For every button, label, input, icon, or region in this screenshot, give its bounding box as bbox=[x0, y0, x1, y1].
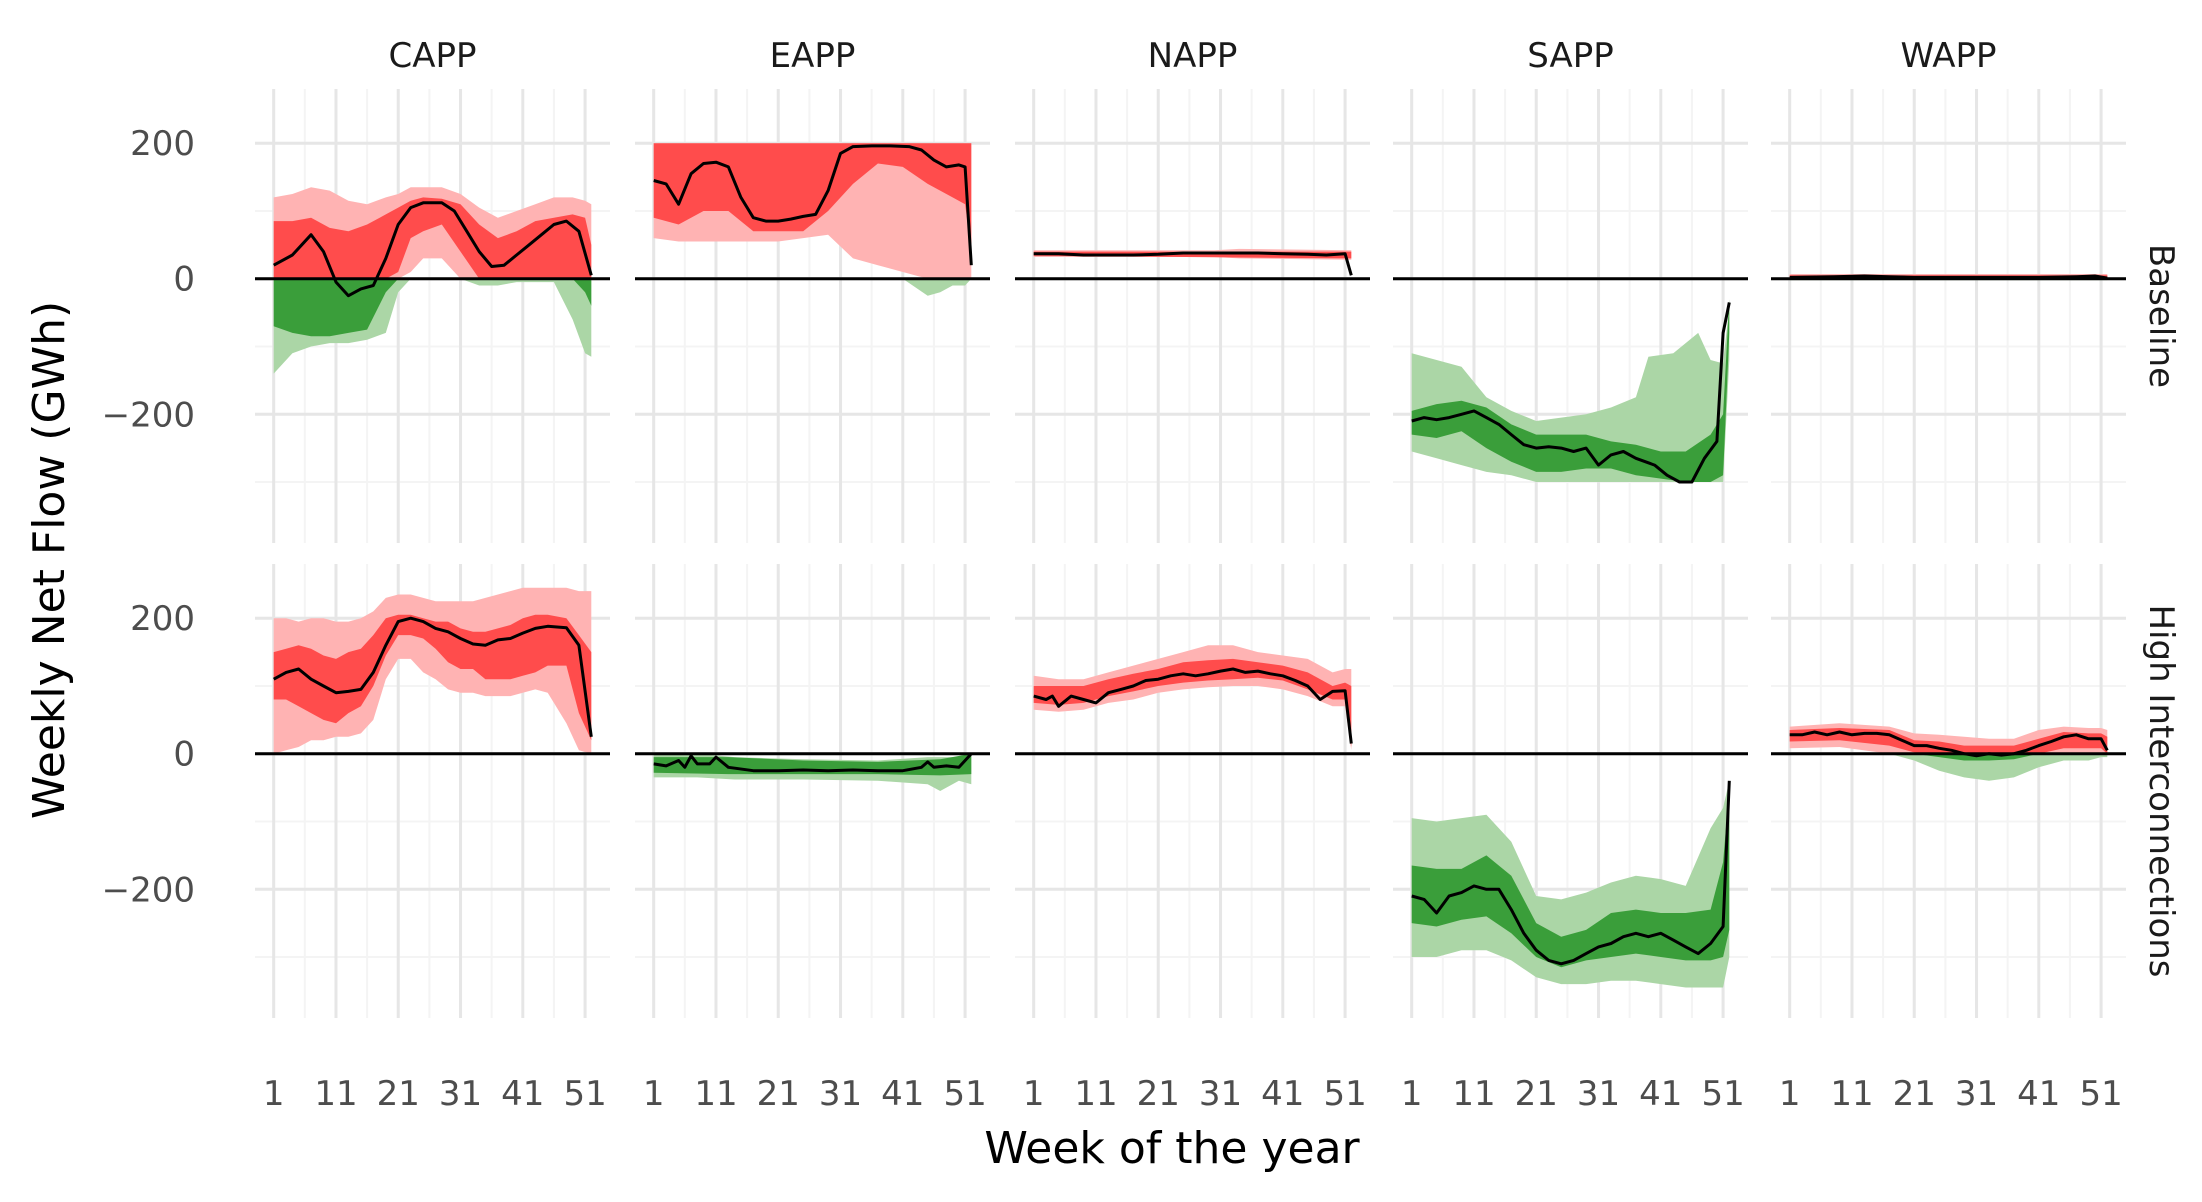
panel-capp-high-interconnections bbox=[255, 564, 610, 1018]
x-tick-label: 11 bbox=[1830, 1074, 1873, 1114]
y-tick-label: 200 bbox=[130, 599, 195, 639]
panel-wapp-high-interconnections bbox=[1771, 564, 2126, 1018]
x-tick-label: 31 bbox=[819, 1074, 862, 1114]
median-line bbox=[653, 144, 973, 266]
tick-labels-layer: 1 11 21 31 41 51 1 11 21 31 41 51 1 11 21 31 41 51 1 11 21 31… bbox=[102, 124, 2123, 1114]
x-tick-label: 21 bbox=[1515, 1074, 1558, 1114]
x-tick-label: 21 bbox=[1893, 1074, 1936, 1114]
x-tick-label: 11 bbox=[1074, 1074, 1117, 1114]
facet-strip-wapp: WAPP bbox=[1900, 36, 1996, 76]
x-tick-label: 51 bbox=[1323, 1074, 1366, 1114]
x-tick-label: 41 bbox=[1261, 1074, 1304, 1114]
x-tick-label: 11 bbox=[1452, 1074, 1495, 1114]
x-tick-label: 1 bbox=[1401, 1074, 1423, 1114]
median-line bbox=[272, 201, 593, 298]
x-tick-label: 1 bbox=[1779, 1074, 1801, 1114]
x-tick-label: 31 bbox=[1955, 1074, 1998, 1114]
x-tick-label: 31 bbox=[1577, 1074, 1620, 1114]
facet-strip-sapp: SAPP bbox=[1527, 36, 1613, 76]
facet-strip-napp: NAPP bbox=[1148, 36, 1238, 76]
band-inner-positive bbox=[273, 614, 592, 741]
panel-wapp-baseline bbox=[1771, 89, 2126, 543]
y-tick-label: 200 bbox=[130, 124, 195, 164]
band-outer-negative bbox=[653, 278, 972, 296]
x-tick-label: 21 bbox=[757, 1074, 800, 1114]
panel-napp-high-interconnections bbox=[1015, 564, 1370, 1018]
median-line bbox=[653, 752, 973, 773]
band-inner-positive bbox=[1033, 658, 1352, 747]
panels-layer bbox=[255, 89, 2126, 1018]
x-tick-label: 11 bbox=[314, 1074, 357, 1114]
facet-strip-high-interconnections: High Interconnections bbox=[2141, 604, 2181, 977]
x-tick-label: 51 bbox=[1701, 1074, 1744, 1114]
band-inner-negative bbox=[1789, 753, 2108, 761]
x-tick-label: 41 bbox=[2017, 1074, 2060, 1114]
x-tick-label: 1 bbox=[643, 1074, 665, 1114]
median-line bbox=[1033, 251, 1353, 276]
median-line bbox=[272, 616, 593, 738]
band-outer-negative bbox=[1789, 753, 2108, 781]
facet-strip-baseline: Baseline bbox=[2141, 244, 2181, 388]
x-tick-label: 41 bbox=[1639, 1074, 1682, 1114]
median-line bbox=[1789, 730, 2109, 758]
panel-sapp-baseline bbox=[1393, 89, 1748, 543]
panel-eapp-baseline bbox=[635, 89, 990, 543]
band-inner-negative bbox=[1411, 787, 1730, 968]
x-tick-label: 31 bbox=[439, 1074, 482, 1114]
x-tick-label: 21 bbox=[1137, 1074, 1180, 1114]
median-line bbox=[1411, 302, 1731, 484]
x-tick-label: 41 bbox=[881, 1074, 924, 1114]
x-tick-label: 51 bbox=[943, 1074, 986, 1114]
panel-capp-baseline bbox=[255, 89, 610, 543]
panel-sapp-high-interconnections bbox=[1393, 564, 1748, 1018]
panel-eapp-high-interconnections bbox=[635, 564, 990, 1018]
y-tick-label: −200 bbox=[102, 870, 195, 910]
facet-strip-capp: CAPP bbox=[388, 36, 476, 76]
band-inner-negative bbox=[273, 278, 592, 337]
panel-napp-baseline bbox=[1015, 89, 1370, 543]
x-axis-title: Week of the year bbox=[984, 1123, 1360, 1174]
x-tick-label: 41 bbox=[501, 1074, 544, 1114]
y-tick-label: 0 bbox=[173, 735, 195, 775]
median-line bbox=[1789, 274, 2108, 280]
x-tick-label: 51 bbox=[563, 1074, 606, 1114]
facet-strips-layer: CAPP EAPP NAPP SAPP WAPP Baseline High Interco… bbox=[388, 36, 2181, 978]
median-line bbox=[1033, 667, 1353, 744]
x-tick-label: 1 bbox=[1023, 1074, 1045, 1114]
y-axis-title: Weekly Net Flow (GWh) bbox=[24, 301, 75, 819]
facet-strip-eapp: EAPP bbox=[770, 36, 856, 76]
x-tick-label: 51 bbox=[2079, 1074, 2122, 1114]
median-line bbox=[1411, 780, 1731, 966]
y-tick-label: 0 bbox=[173, 260, 195, 300]
x-tick-label: 31 bbox=[1199, 1074, 1242, 1114]
x-tick-label: 21 bbox=[377, 1074, 420, 1114]
band-inner-positive bbox=[653, 143, 972, 252]
x-tick-label: 1 bbox=[263, 1074, 285, 1114]
x-tick-label: 11 bbox=[694, 1074, 737, 1114]
y-tick-label: −200 bbox=[102, 395, 195, 435]
band-inner-negative bbox=[1411, 299, 1730, 482]
